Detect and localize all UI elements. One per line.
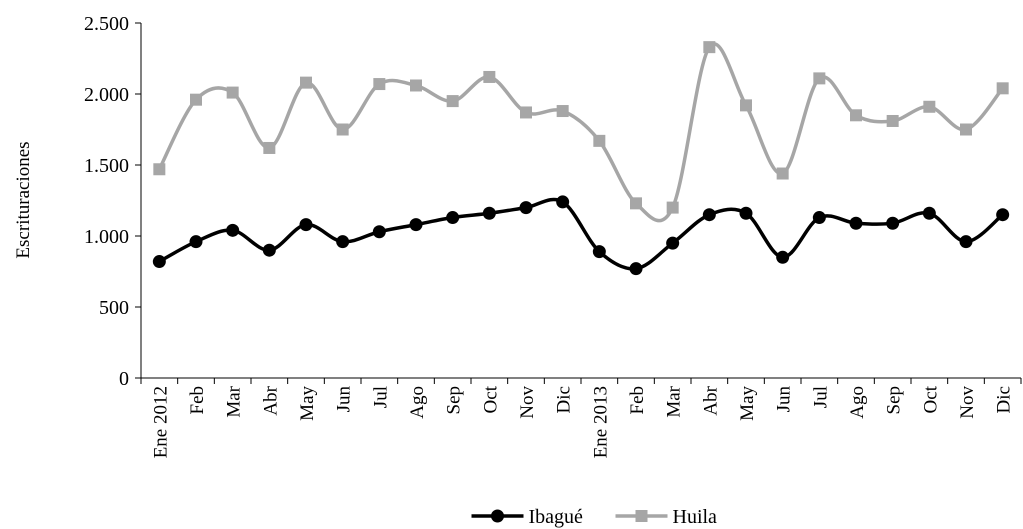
x-tick-label: Abr xyxy=(260,385,281,415)
x-tick-label: Feb xyxy=(187,386,208,415)
legend-marker xyxy=(491,509,504,523)
data-point xyxy=(446,95,459,108)
x-tick-label: Ago xyxy=(847,386,868,419)
data-point xyxy=(776,250,790,264)
data-point xyxy=(556,195,570,209)
y-tick-label: 1.000 xyxy=(84,226,129,248)
data-point xyxy=(336,123,349,136)
data-point xyxy=(592,245,606,259)
data-point xyxy=(482,206,496,220)
x-tick-label: Ene 2012 xyxy=(150,386,171,458)
y-axis-title: Escrituraciones xyxy=(13,141,34,258)
data-point xyxy=(702,208,716,222)
data-point xyxy=(886,114,899,127)
x-tick-label: Nov xyxy=(517,386,538,419)
data-point xyxy=(153,163,166,176)
data-point xyxy=(959,235,973,249)
x-tick-label: Mar xyxy=(664,385,685,417)
data-point xyxy=(226,86,239,99)
data-point xyxy=(740,99,752,112)
data-point xyxy=(336,235,350,249)
x-tick-label: Jul xyxy=(810,386,831,408)
data-point xyxy=(372,225,386,239)
data-point xyxy=(996,208,1010,222)
x-tick-label: Abr xyxy=(700,385,721,415)
data-point xyxy=(300,76,312,89)
data-point xyxy=(886,216,900,230)
x-tick-label: Sep xyxy=(884,386,905,415)
data-point xyxy=(189,235,203,249)
data-point xyxy=(226,223,240,237)
data-point xyxy=(410,79,422,92)
y-tick-label: 2.000 xyxy=(84,84,129,106)
x-tick-label: Jun xyxy=(774,386,795,413)
x-tick-label: Oct xyxy=(920,385,941,413)
series-line xyxy=(158,197,1004,271)
data-point xyxy=(960,123,972,136)
legend-label: Ibagué xyxy=(529,506,584,528)
y-tick-label: 2.500 xyxy=(84,13,129,35)
data-point xyxy=(849,216,863,230)
y-tick-label: 0 xyxy=(119,368,129,390)
x-tick-label: May xyxy=(737,386,758,421)
data-point xyxy=(850,109,862,122)
data-point xyxy=(520,106,532,119)
data-point xyxy=(703,41,716,54)
data-point xyxy=(812,211,826,225)
legend-item: Ibagué xyxy=(471,506,584,528)
data-point xyxy=(593,134,606,147)
x-tick-label: Dic xyxy=(554,386,575,413)
data-point xyxy=(996,82,1009,95)
x-tick-label: Feb xyxy=(627,386,648,415)
x-tick-label: Nov xyxy=(957,386,978,419)
data-point xyxy=(776,167,789,180)
data-point xyxy=(922,206,936,220)
legend-marker xyxy=(635,510,648,522)
x-tick-label: Dic xyxy=(994,386,1015,413)
legend-item: Huila xyxy=(615,506,718,528)
x-tick-label: May xyxy=(297,386,318,421)
legend-label: Huila xyxy=(673,506,718,528)
data-point xyxy=(629,262,643,276)
x-tick-label: Ene 2013 xyxy=(590,386,611,458)
series-line xyxy=(157,42,1005,223)
data-point xyxy=(813,72,826,85)
data-point xyxy=(299,218,313,232)
x-tick-label: Jul xyxy=(370,386,391,408)
data-point xyxy=(446,211,460,225)
data-point xyxy=(666,201,679,214)
y-tick-label: 1.500 xyxy=(84,155,129,177)
x-tick-label: Jun xyxy=(334,386,355,413)
data-point xyxy=(152,255,166,269)
data-point xyxy=(923,100,936,113)
data-point xyxy=(483,70,496,83)
x-tick-label: Ago xyxy=(407,386,428,419)
data-point xyxy=(630,197,642,210)
data-point xyxy=(190,93,202,106)
x-tick-label: Oct xyxy=(480,385,501,413)
data-point xyxy=(519,201,533,215)
data-point xyxy=(409,218,423,232)
data-point xyxy=(262,243,276,257)
data-point xyxy=(373,78,386,91)
x-tick-label: Sep xyxy=(444,386,465,415)
x-tick-label: Mar xyxy=(224,385,245,417)
data-point xyxy=(556,105,569,118)
data-point xyxy=(263,141,276,154)
y-tick-label: 500 xyxy=(99,297,129,319)
data-point xyxy=(739,206,753,220)
data-point xyxy=(666,236,680,250)
